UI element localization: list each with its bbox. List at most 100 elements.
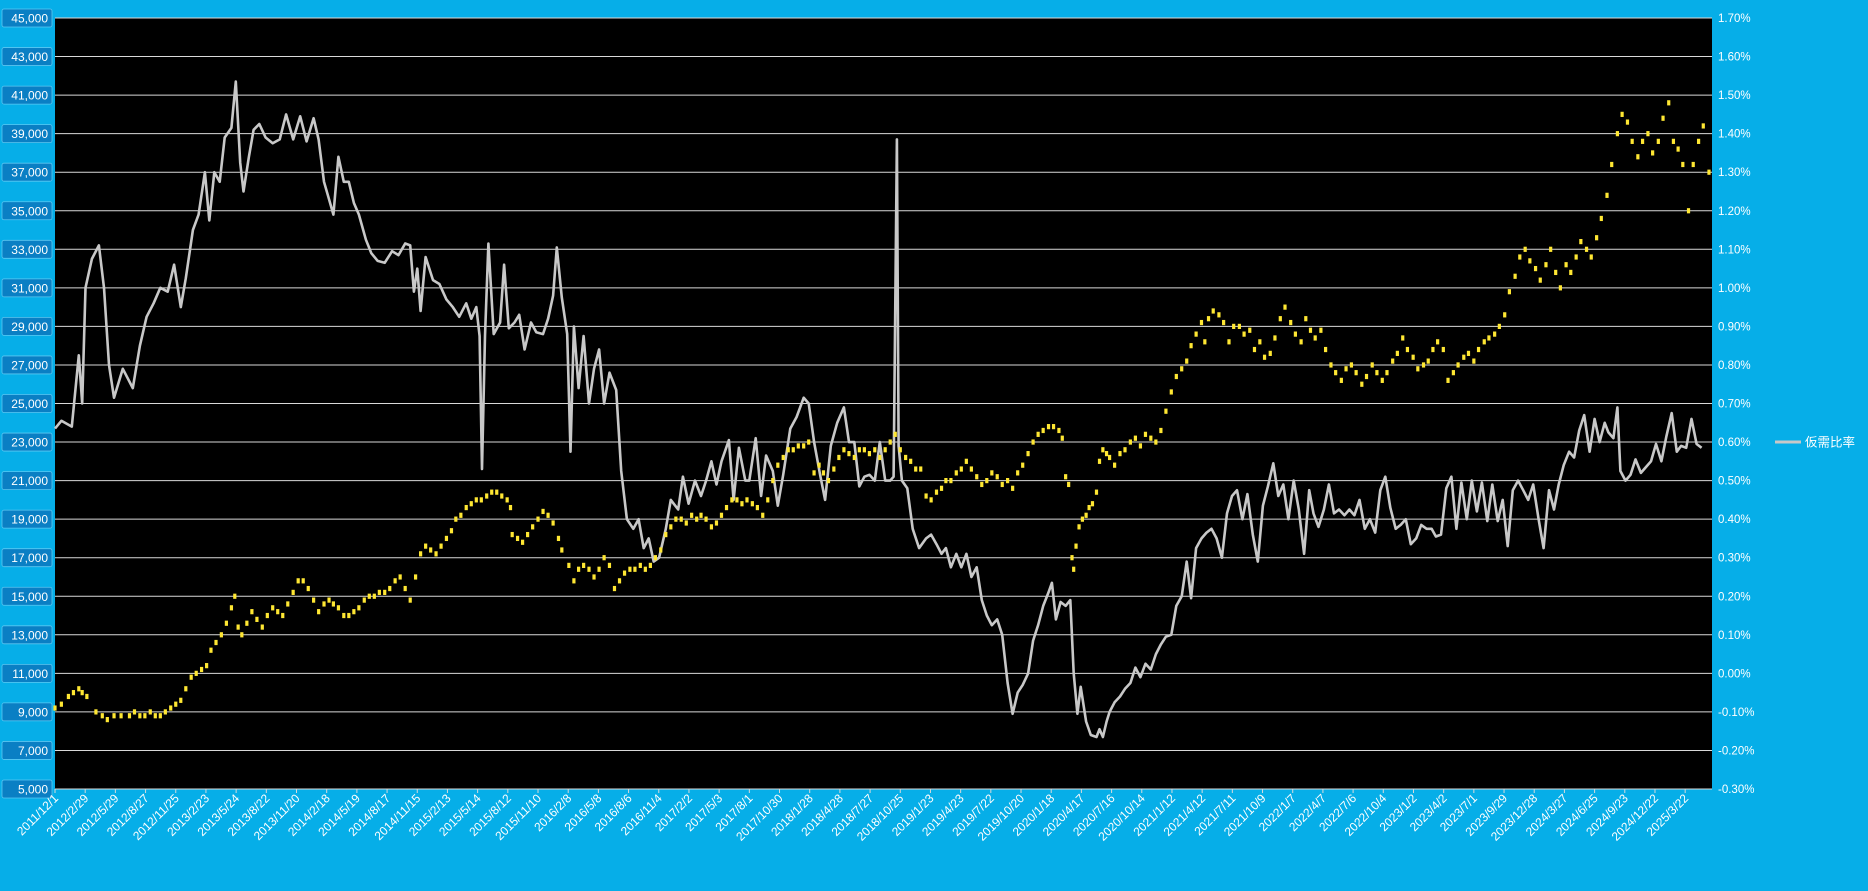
price-dot: [286, 601, 290, 607]
price-dot: [377, 589, 381, 595]
price-dot: [883, 447, 887, 453]
right-tick-label: 0.70%: [1718, 399, 1751, 411]
tick-box: [1, 85, 53, 105]
price-dot: [791, 447, 795, 453]
price-dot: [1074, 543, 1078, 549]
price-dot: [888, 439, 892, 445]
tick-box: [1, 278, 53, 298]
right-tick-label: -0.10%: [1718, 707, 1754, 719]
price-dot: [1426, 358, 1430, 364]
price-dot: [1169, 389, 1173, 395]
right-tick-label: 0.60%: [1718, 437, 1751, 449]
price-dot: [1364, 373, 1369, 380]
price-dot: [1466, 350, 1471, 356]
price-dot: [985, 478, 989, 484]
price-dot: [674, 516, 678, 522]
price-dot: [1671, 138, 1676, 144]
price-dot: [1203, 339, 1207, 345]
price-dot: [276, 609, 280, 615]
right-tick-label: 0.00%: [1718, 668, 1751, 680]
left-tick-label: 7,000: [18, 744, 48, 758]
price-dot: [1133, 435, 1138, 441]
tick-box: [1, 663, 53, 683]
price-dot: [169, 705, 173, 711]
price-dot: [260, 624, 264, 630]
price-dot: [556, 535, 561, 542]
price-dot: [236, 624, 240, 630]
left-tick: 21,000: [1, 471, 53, 491]
price-dot: [679, 516, 683, 522]
price-dot: [1462, 354, 1466, 360]
price-dot: [560, 547, 564, 553]
price-dot: [867, 451, 872, 457]
price-dot: [1610, 161, 1614, 168]
right-tick-label: -0.20%: [1718, 745, 1754, 757]
right-tick-label: 1.20%: [1718, 206, 1751, 218]
price-dot: [508, 504, 513, 511]
tick-box: [1, 239, 53, 259]
tick-box: [1, 355, 53, 375]
tick-box: [1, 702, 53, 722]
left-tick-label: 35,000: [11, 204, 48, 218]
price-dot: [372, 593, 376, 599]
price-dot: [857, 447, 861, 453]
price-dot: [1344, 366, 1348, 372]
price-dot: [1273, 335, 1277, 341]
price-dot: [1701, 123, 1705, 129]
price-dot: [776, 462, 780, 468]
right-tick-label: 0.50%: [1718, 476, 1751, 488]
left-tick: 9,000: [1, 702, 53, 722]
price-dot: [1528, 258, 1532, 264]
price-dot: [1441, 346, 1445, 353]
price-dot: [1681, 161, 1685, 168]
price-dot: [357, 605, 361, 611]
price-dot: [1493, 331, 1497, 337]
price-dot: [444, 535, 449, 542]
series-line-ratio: [53, 80, 1703, 739]
price-dot: [1248, 327, 1252, 333]
price-dot: [1620, 111, 1624, 117]
price-dot: [1060, 435, 1064, 441]
left-tick-label: 39,000: [11, 127, 48, 141]
price-dot: [944, 478, 948, 484]
price-dot: [112, 713, 116, 719]
price-dot: [1549, 246, 1553, 252]
price-dot: [449, 528, 454, 534]
price-dot: [205, 663, 209, 669]
price-dot: [1636, 154, 1640, 160]
price-dot: [1159, 427, 1163, 434]
price-dot: [255, 616, 259, 622]
price-dot: [1476, 346, 1481, 353]
left-tick: 43,000: [1, 47, 53, 66]
price-dot: [1354, 370, 1358, 376]
price-dot: [383, 589, 387, 595]
price-dot: [1031, 439, 1035, 445]
price-dot: [1051, 424, 1056, 430]
price-dot: [812, 470, 816, 476]
price-dot: [1564, 262, 1568, 268]
price-dot: [638, 562, 642, 569]
price-dot: [1072, 566, 1076, 572]
price-dot: [1579, 238, 1583, 245]
price-dot: [174, 701, 178, 707]
price-dot: [1293, 331, 1298, 337]
price-dot: [1143, 431, 1148, 437]
price-dot: [939, 485, 944, 491]
price-dot: [842, 447, 846, 453]
price-dot: [1194, 331, 1198, 337]
right-tick-label: 1.00%: [1718, 283, 1751, 295]
tick-box: [1, 394, 53, 413]
price-dot: [1411, 354, 1415, 360]
price-dot: [648, 562, 652, 569]
price-dot: [893, 431, 897, 437]
price-dot: [862, 447, 866, 453]
price-dot: [1036, 431, 1040, 437]
price-dot: [1574, 254, 1578, 260]
price-dot: [1686, 208, 1691, 214]
left-tick: 33,000: [1, 239, 53, 259]
price-dot: [576, 566, 581, 572]
price-dot: [1006, 478, 1010, 484]
price-dot: [1436, 339, 1440, 345]
price-dot: [659, 547, 663, 553]
price-dot: [719, 512, 724, 518]
